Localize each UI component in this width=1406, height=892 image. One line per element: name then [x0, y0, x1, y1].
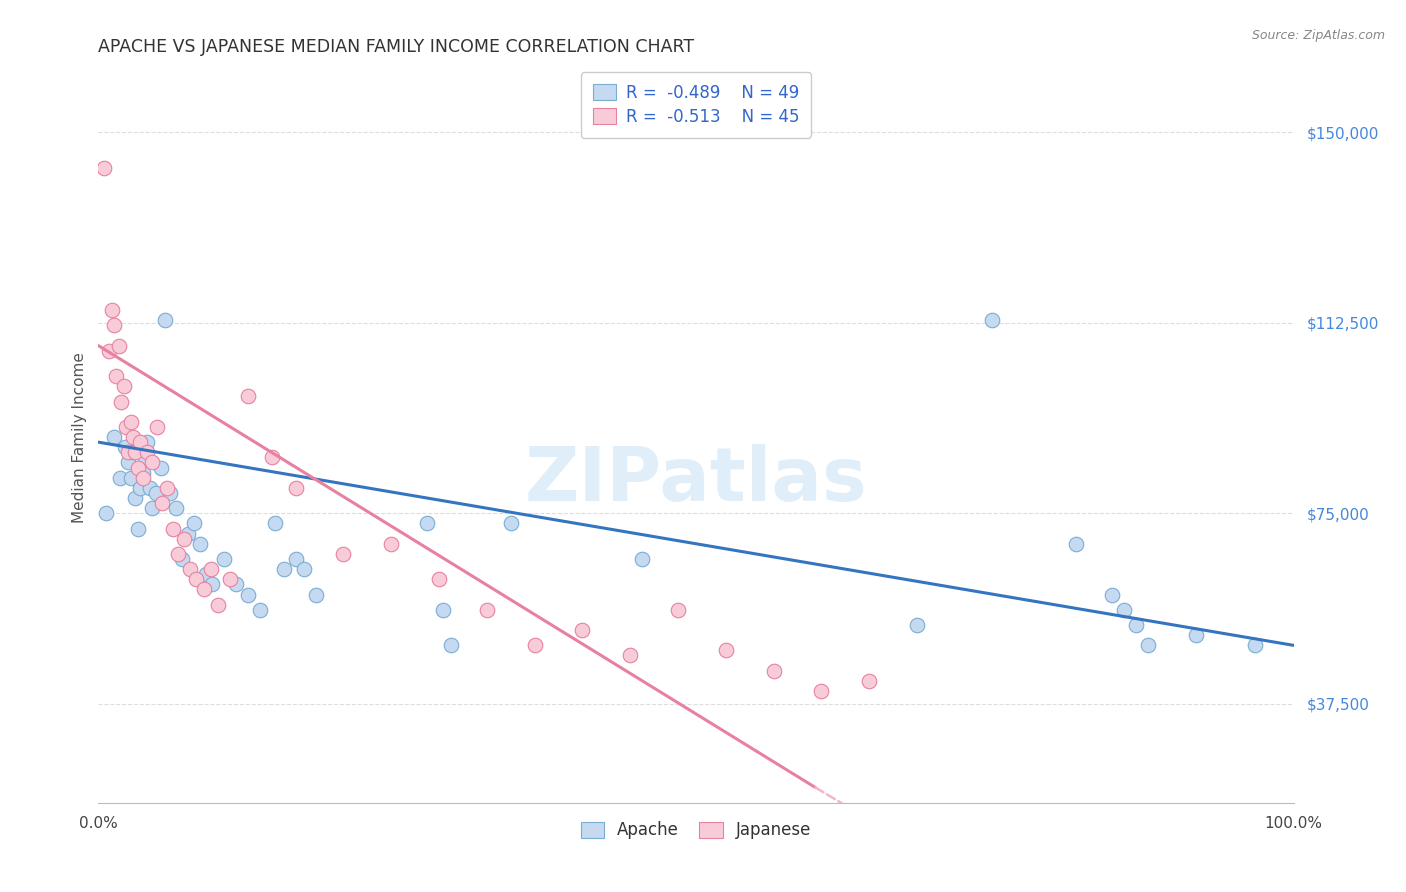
- Point: [475, 603, 498, 617]
- Point: [134, 450, 156, 465]
- Point: [1184, 628, 1206, 642]
- Point: [332, 547, 354, 561]
- Point: [155, 481, 177, 495]
- Point: [173, 532, 195, 546]
- Point: [120, 415, 142, 429]
- Point: [117, 445, 139, 459]
- Point: [207, 598, 229, 612]
- Point: [499, 516, 522, 531]
- Point: [177, 526, 200, 541]
- Point: [124, 491, 146, 505]
- Point: [117, 455, 139, 469]
- Point: [139, 481, 162, 495]
- Point: [179, 562, 201, 576]
- Point: [1112, 603, 1135, 617]
- Point: [236, 389, 259, 403]
- Text: APACHE VS JAPANESE MEDIAN FAMILY INCOME CORRELATION CHART: APACHE VS JAPANESE MEDIAN FAMILY INCOME …: [98, 38, 695, 56]
- Point: [981, 313, 1004, 327]
- Point: [162, 521, 184, 535]
- Point: [136, 435, 159, 450]
- Point: [167, 547, 190, 561]
- Point: [273, 562, 295, 576]
- Point: [127, 521, 149, 535]
- Point: [146, 420, 169, 434]
- Point: [1125, 618, 1147, 632]
- Point: [284, 552, 307, 566]
- Point: [380, 537, 402, 551]
- Point: [219, 572, 242, 586]
- Point: [129, 435, 152, 450]
- Point: [120, 471, 142, 485]
- Point: [1136, 638, 1159, 652]
- Point: [432, 603, 454, 617]
- Point: [201, 577, 224, 591]
- Point: [105, 369, 128, 384]
- Point: [145, 486, 167, 500]
- Point: [107, 338, 129, 352]
- Point: [264, 516, 287, 531]
- Point: [212, 552, 235, 566]
- Point: [1244, 638, 1267, 652]
- Point: [810, 684, 832, 698]
- Point: [112, 379, 135, 393]
- Point: [122, 445, 145, 459]
- Point: [305, 588, 328, 602]
- Point: [858, 673, 880, 688]
- Point: [1101, 588, 1123, 602]
- Y-axis label: Median Family Income: Median Family Income: [72, 351, 87, 523]
- Point: [225, 577, 247, 591]
- Point: [110, 394, 132, 409]
- Legend: Apache, Japanese: Apache, Japanese: [571, 812, 821, 849]
- Point: [115, 420, 138, 434]
- Point: [100, 303, 122, 318]
- Point: [141, 501, 163, 516]
- Point: [249, 603, 271, 617]
- Point: [150, 496, 173, 510]
- Point: [762, 664, 785, 678]
- Point: [440, 638, 463, 652]
- Point: [98, 343, 121, 358]
- Point: [165, 501, 187, 516]
- Text: ZIPatlas: ZIPatlas: [524, 444, 868, 517]
- Point: [571, 623, 593, 637]
- Point: [124, 445, 146, 459]
- Point: [619, 648, 641, 663]
- Point: [427, 572, 450, 586]
- Point: [93, 161, 115, 175]
- Point: [94, 506, 117, 520]
- Point: [195, 567, 218, 582]
- Point: [155, 313, 177, 327]
- Point: [188, 537, 211, 551]
- Point: [260, 450, 283, 465]
- Point: [292, 562, 315, 576]
- Point: [666, 603, 689, 617]
- Point: [159, 486, 181, 500]
- Point: [122, 430, 145, 444]
- Text: Source: ZipAtlas.com: Source: ZipAtlas.com: [1251, 29, 1385, 42]
- Point: [523, 638, 546, 652]
- Point: [149, 460, 172, 475]
- Point: [631, 552, 654, 566]
- Point: [131, 471, 153, 485]
- Point: [136, 445, 159, 459]
- Point: [200, 562, 222, 576]
- Point: [103, 430, 125, 444]
- Point: [103, 318, 125, 333]
- Point: [714, 643, 737, 657]
- Point: [141, 455, 163, 469]
- Point: [416, 516, 439, 531]
- Point: [186, 572, 208, 586]
- Point: [127, 460, 149, 475]
- Point: [108, 471, 131, 485]
- Point: [193, 582, 215, 597]
- Point: [129, 481, 152, 495]
- Point: [131, 466, 153, 480]
- Point: [236, 588, 259, 602]
- Point: [183, 516, 205, 531]
- Point: [905, 618, 928, 632]
- Point: [284, 481, 307, 495]
- Point: [172, 552, 194, 566]
- Point: [114, 440, 136, 454]
- Point: [1064, 537, 1087, 551]
